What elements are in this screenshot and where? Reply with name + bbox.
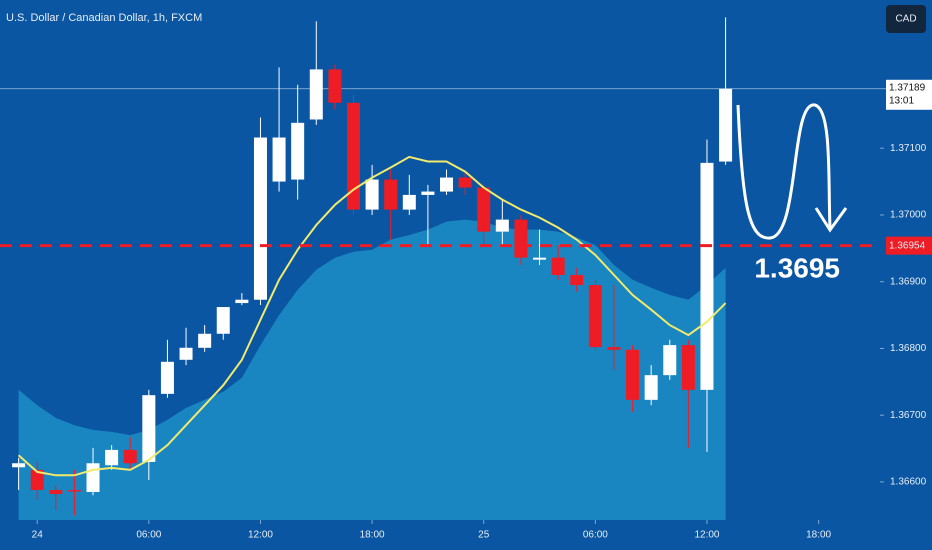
candle-body	[607, 347, 621, 350]
x-tick-label: 12:00	[248, 530, 273, 541]
candle-body	[12, 463, 26, 468]
x-tick-label: 12:00	[694, 530, 719, 541]
candle-body	[328, 69, 342, 103]
countdown-label: 13:01	[889, 95, 914, 106]
plot	[0, 17, 888, 520]
candle-body	[663, 345, 677, 376]
candle-body	[272, 137, 286, 182]
candle-body	[309, 69, 323, 120]
candle-body	[86, 463, 100, 492]
candle-body	[644, 375, 658, 400]
x-tick-label: 18:00	[360, 530, 385, 541]
candle-body	[533, 257, 547, 260]
candle-body	[719, 88, 733, 162]
candle-body	[440, 177, 454, 192]
candle-body	[551, 257, 565, 276]
candle-body	[67, 489, 81, 492]
candle-body	[142, 395, 156, 462]
y-tick-label: 1.37000	[890, 210, 927, 221]
y-tick-label: 1.37100	[890, 143, 927, 154]
y-tick-label: 1.36600	[890, 477, 927, 488]
candle-body	[365, 179, 379, 210]
candle-body	[495, 219, 509, 232]
candle-body	[160, 361, 174, 394]
candle-body	[30, 469, 44, 490]
candle-body	[346, 102, 360, 210]
x-tick-label: 06:00	[583, 530, 608, 541]
last-price-label: 1.37189	[889, 82, 926, 93]
level-label: 1.36954	[889, 240, 926, 251]
moving-average	[17, 155, 727, 477]
x-tick-label: 25	[478, 530, 490, 541]
candle-body	[681, 345, 695, 390]
candle-body	[49, 489, 63, 494]
candle-body	[626, 349, 640, 400]
candle-body	[588, 285, 602, 348]
candle-body	[198, 333, 212, 348]
candle-body	[216, 307, 230, 334]
x-tick-label: 24	[32, 530, 44, 541]
arrow-path	[736, 103, 832, 240]
candle-body	[570, 275, 584, 286]
currency-button[interactable]	[886, 5, 926, 33]
x-tick-label: 06:00	[136, 530, 161, 541]
y-tick-label: 1.36800	[890, 343, 927, 354]
candle-body	[402, 194, 416, 210]
level-label-box	[886, 236, 932, 255]
candle-body	[179, 347, 193, 360]
currency-label[interactable]: CAD	[895, 14, 916, 25]
candle-body	[458, 177, 472, 188]
candle-body	[235, 299, 249, 304]
candle-body	[123, 449, 137, 464]
candle-body	[477, 187, 491, 232]
y-tick-label: 1.36700	[890, 410, 927, 421]
candle-body	[700, 162, 714, 390]
chart-title: U.S. Dollar / Canadian Dollar, 1h, FXCM	[6, 12, 202, 24]
candle-body	[253, 137, 267, 300]
area	[18, 219, 726, 520]
candle-body	[105, 449, 119, 466]
last-price-box	[886, 79, 932, 110]
candle-body	[384, 179, 398, 210]
candle-body	[291, 122, 305, 180]
candle-body	[421, 191, 435, 195]
y-tick-label: 1.36900	[890, 276, 927, 287]
annotation: 1.3695	[754, 252, 840, 283]
arrow-head	[814, 207, 848, 233]
x-tick-label: 18:00	[806, 530, 831, 541]
candle-body	[514, 219, 528, 258]
